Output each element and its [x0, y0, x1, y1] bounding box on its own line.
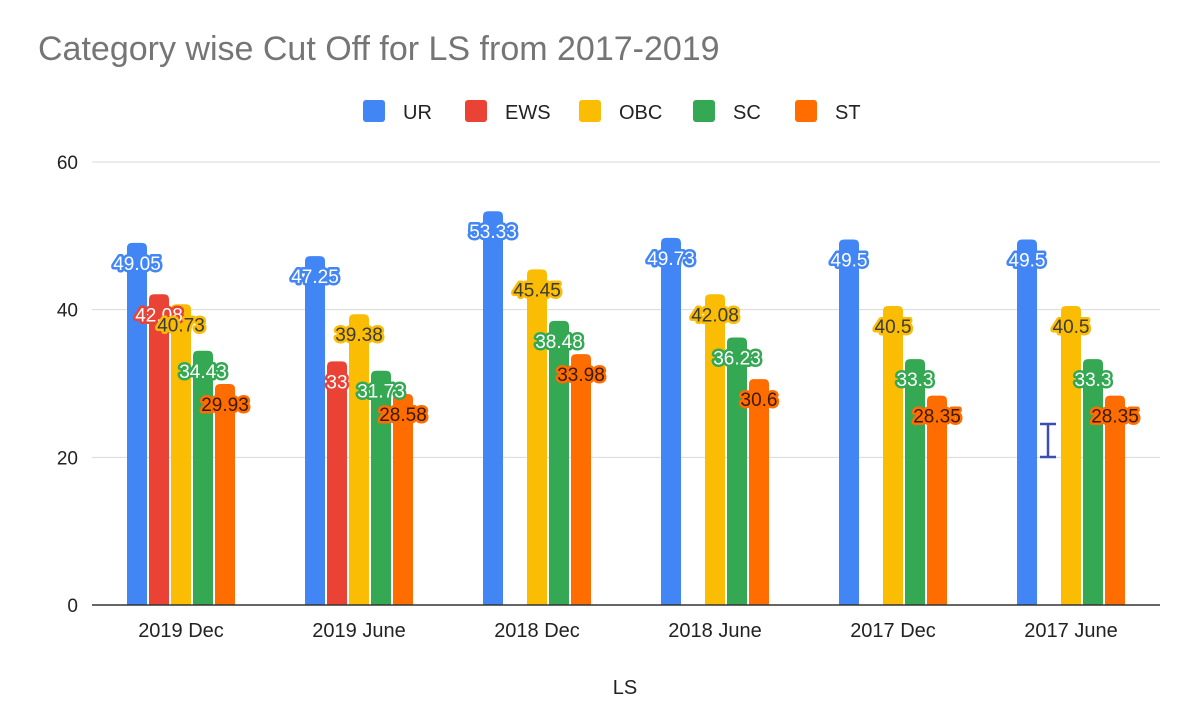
bar-ur [305, 256, 325, 605]
data-label-obc: 40.5 [875, 317, 912, 338]
data-label-ur: 49.05 [113, 254, 161, 275]
bar-ur [483, 211, 503, 605]
data-label-obc: 40.73 [157, 315, 205, 336]
legend-swatch [579, 100, 601, 122]
legend: UR EWS OBC SC ST [363, 100, 861, 124]
bar-ur [661, 237, 681, 605]
bar-ur [1017, 239, 1037, 605]
bar-sc [371, 370, 391, 605]
x-tick-label: 2018 June [668, 620, 761, 642]
data-label-ur: 49.73 [647, 249, 695, 270]
bar-st [927, 395, 947, 605]
bar-ur [127, 242, 147, 605]
legend-swatch [465, 100, 487, 122]
bar-obc [705, 294, 725, 605]
data-label-sc: 38.48 [535, 332, 583, 353]
data-label-sc: 34.43 [179, 362, 227, 383]
bar-sc [905, 359, 925, 605]
data-label-obc: 42.08 [691, 305, 739, 326]
bar-obc [527, 269, 547, 605]
legend-label: EWS [505, 102, 551, 124]
y-axis-ticks: 0 20 40 60 [57, 153, 78, 617]
bar-sc [193, 350, 213, 605]
chart-title: Category wise Cut Off for LS from 2017-2… [38, 30, 720, 68]
x-tick-label: 2019 Dec [138, 620, 224, 642]
bar-ews [327, 361, 347, 605]
data-label-ur: 53.33 [469, 222, 517, 243]
x-tick-label: 2018 Dec [494, 620, 580, 642]
data-label-ews: 33 [326, 372, 347, 393]
data-label-ur: 47.25 [291, 267, 339, 288]
y-tick-label: 20 [57, 448, 78, 469]
legend-label: ST [835, 102, 861, 124]
text-cursor-icon [1040, 422, 1056, 459]
bars [127, 211, 1125, 605]
bar-obc [171, 304, 191, 605]
data-label-st: 28.35 [1091, 407, 1139, 428]
data-label-obc: 45.45 [513, 280, 561, 301]
data-label-sc: 33.3 [1075, 370, 1112, 391]
bar-sc [549, 320, 569, 605]
legend-label: UR [403, 102, 432, 124]
data-label-sc: 36.23 [713, 349, 761, 370]
data-label-obc: 39.38 [335, 325, 383, 346]
data-label-sc: 33.3 [897, 370, 934, 391]
bar-ews [149, 294, 169, 605]
bar-st [1105, 395, 1125, 605]
legend-item-sc[interactable]: SC [693, 100, 761, 124]
gridlines [92, 161, 1160, 458]
x-tick-label: 2017 June [1024, 620, 1117, 642]
x-axis-categories: 2019 Dec 2019 June 2018 Dec 2018 June 2017 D… [138, 620, 1118, 642]
legend-item-ews[interactable]: EWS [465, 100, 551, 124]
legend-label: SC [733, 102, 761, 124]
bar-sc [1083, 359, 1103, 605]
bar-ur [839, 239, 859, 605]
data-label-st: 30.6 [741, 390, 778, 411]
y-tick-label: 40 [57, 301, 78, 322]
legend-item-st[interactable]: ST [795, 100, 861, 124]
data-label-ur: 49.5 [1009, 251, 1046, 272]
data-label-ur: 49.5 [831, 251, 868, 272]
legend-swatch [795, 100, 817, 122]
bar-obc [1061, 305, 1081, 605]
y-tick-label: 0 [67, 596, 78, 617]
x-tick-label: 2017 Dec [850, 620, 936, 642]
bar-obc [349, 314, 369, 605]
data-label-st: 33.98 [557, 365, 605, 386]
data-label-ews: 42.08 [135, 305, 183, 326]
bar-st [215, 384, 235, 605]
legend-item-obc[interactable]: OBC [579, 100, 662, 124]
bar-st [393, 393, 413, 605]
x-axis-title: LS [613, 677, 637, 699]
legend-item-ur[interactable]: UR [363, 100, 432, 124]
legend-swatch [363, 100, 385, 122]
data-label-st: 29.93 [201, 395, 249, 416]
legend-swatch [693, 100, 715, 122]
y-tick-label: 60 [57, 153, 78, 174]
data-label-obc: 40.5 [1053, 317, 1090, 338]
data-label-sc: 31.73 [357, 382, 405, 403]
data-label-st: 28.58 [379, 405, 427, 426]
bar-obc [883, 305, 903, 605]
x-tick-label: 2019 June [312, 620, 405, 642]
data-label-st: 28.35 [913, 407, 961, 428]
bar-sc [727, 337, 747, 605]
data-labels: 49.0542.0840.7334.4329.9347.253339.3831.… [111, 220, 1142, 430]
bar-st [571, 354, 591, 605]
legend-label: OBC [619, 102, 662, 124]
bar-st [749, 379, 769, 605]
